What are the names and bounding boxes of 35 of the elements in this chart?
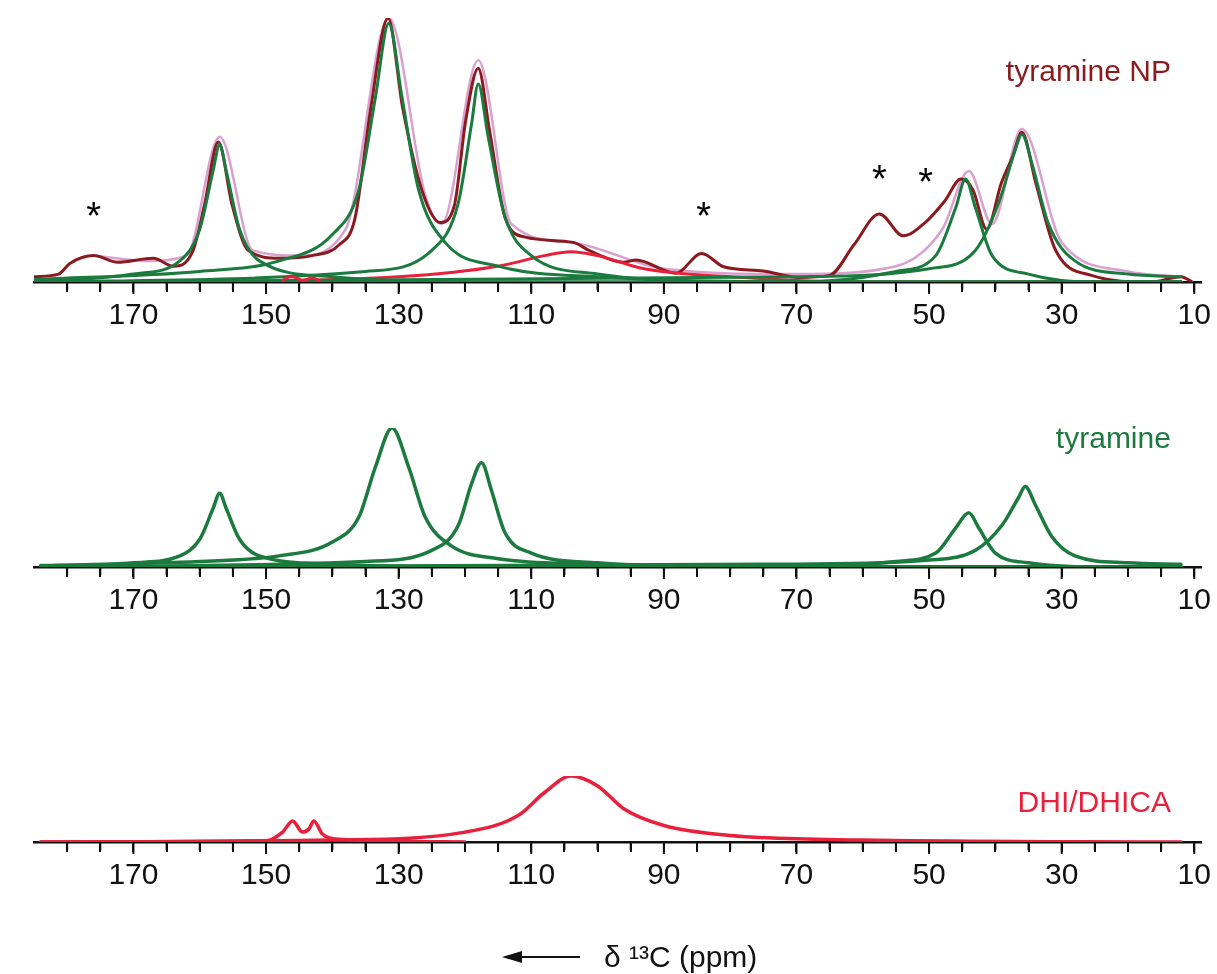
x-tick-label: 50 — [912, 297, 946, 331]
series-label: tyramine NP — [1005, 54, 1171, 88]
x-tick-label: 130 — [373, 297, 424, 331]
x-tick-label: 150 — [241, 297, 292, 331]
annotation: * — [696, 195, 712, 238]
x-tick-label: 110 — [507, 297, 556, 331]
series-label: DHI/DHICA — [1017, 785, 1171, 819]
x-tick-label: 130 — [373, 857, 424, 891]
x-tick-label: 10 — [1177, 857, 1211, 891]
x-tick-label: 110 — [507, 582, 556, 616]
x-tick-label: 70 — [779, 582, 814, 616]
x-tick-label: 30 — [1045, 582, 1079, 616]
x-tick-label: 150 — [241, 582, 292, 616]
x-tick-label: 30 — [1045, 857, 1079, 891]
annotation: * — [86, 195, 102, 238]
x-tick-label: 50 — [912, 857, 946, 891]
x-tick-label: 30 — [1045, 297, 1079, 331]
x-tick-label: 170 — [108, 297, 159, 331]
annotation: * — [871, 158, 887, 201]
annotation: * — [918, 160, 934, 203]
x-axis-title: δ ¹³C (ppm) — [604, 940, 758, 974]
x-tick-label: 70 — [779, 297, 814, 331]
x-tick-label: 90 — [647, 857, 681, 891]
x-tick-label: 110 — [507, 857, 556, 891]
x-tick-label: 130 — [373, 582, 424, 616]
x-tick-label: 170 — [108, 582, 159, 616]
x-tick-label: 10 — [1177, 297, 1211, 331]
x-tick-label: 50 — [912, 582, 946, 616]
x-tick-label: 170 — [108, 857, 159, 891]
x-tick-label: 90 — [647, 582, 681, 616]
x-tick-label: 70 — [779, 857, 814, 891]
text: tyramine — [1055, 421, 1171, 455]
x-tick-label: 150 — [241, 857, 292, 891]
x-tick-label: 90 — [647, 297, 681, 331]
x-tick-label: 10 — [1177, 582, 1211, 616]
